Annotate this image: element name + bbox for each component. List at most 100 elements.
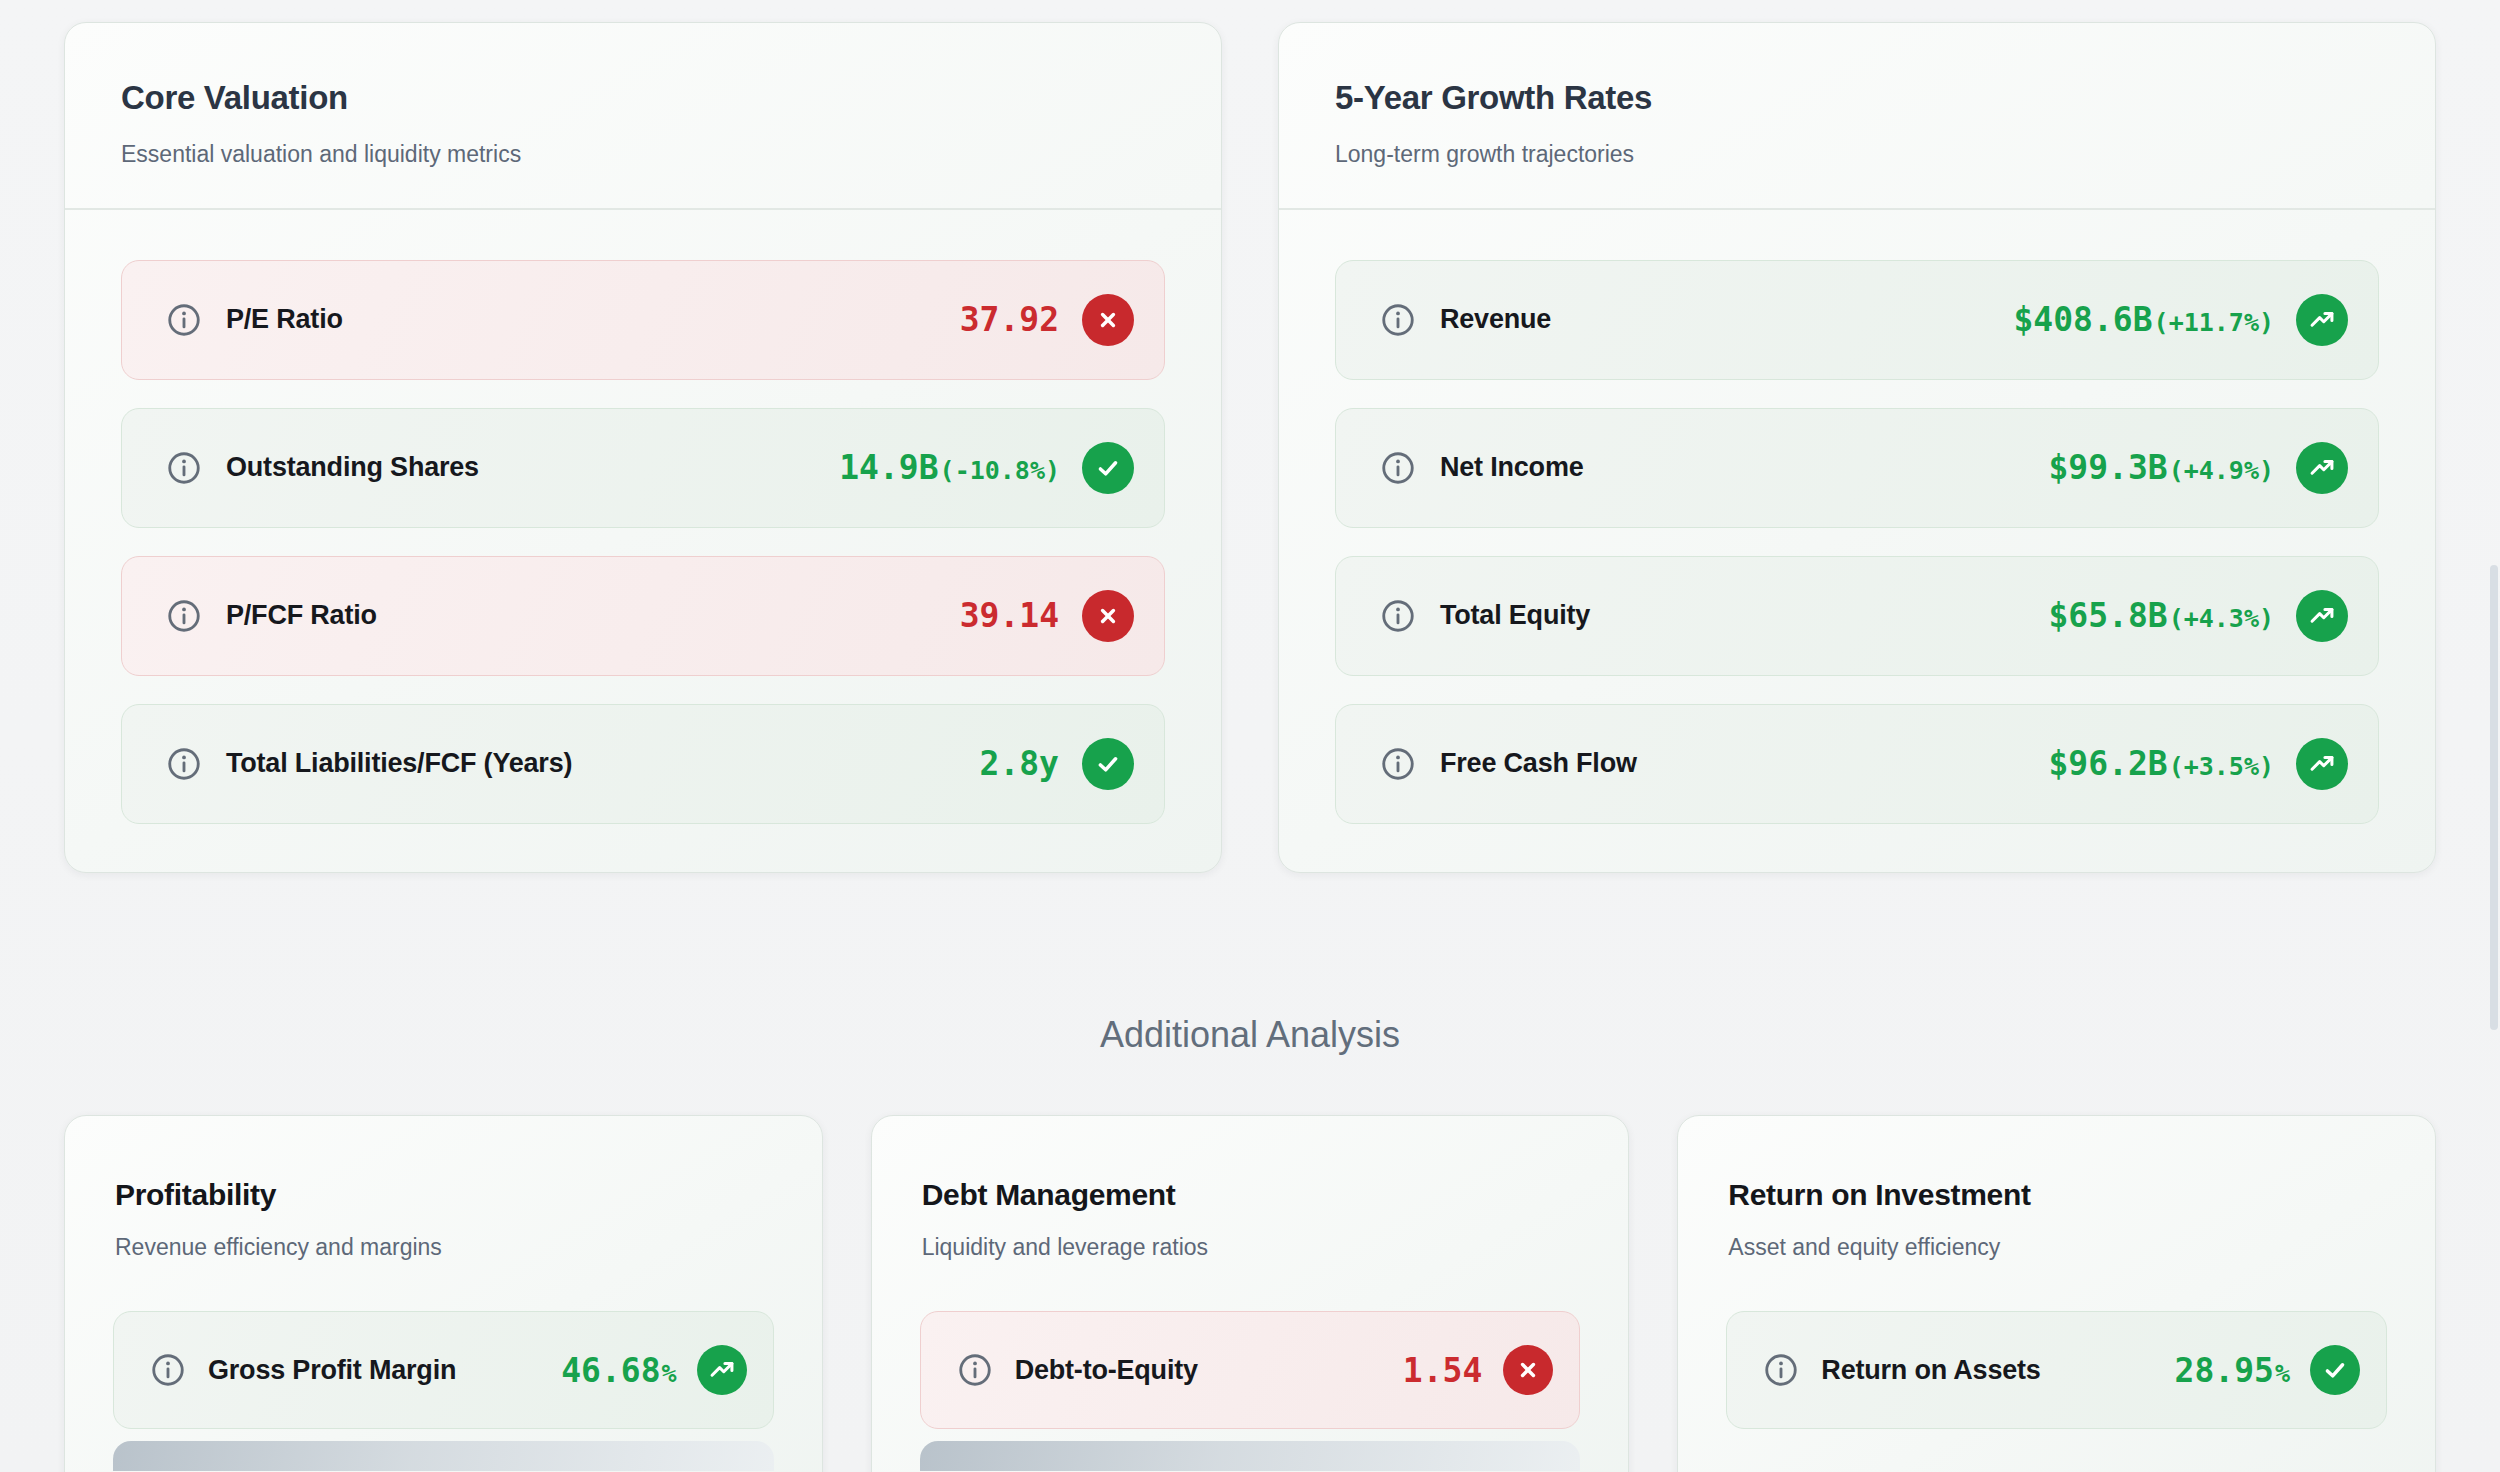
- status-badge: [2296, 738, 2348, 790]
- next-row-partial: [113, 1441, 774, 1471]
- card-title: Return on Investment: [1728, 1178, 2385, 1212]
- metric-label: Total Equity: [1440, 600, 1590, 631]
- status-badge: [1082, 442, 1134, 494]
- metric-label: Gross Profit Margin: [208, 1355, 456, 1386]
- metric-value: 46.68 %: [561, 1351, 676, 1390]
- metric-value: $65.8B (+4.3%): [2048, 596, 2274, 635]
- metric-value: 14.9B (-10.8%): [839, 448, 1060, 487]
- metric-label: Return on Assets: [1821, 1355, 2040, 1386]
- metric-row: P/E Ratio 37.92: [121, 260, 1165, 380]
- status-badge: [1082, 738, 1134, 790]
- card-title: Core Valuation: [121, 79, 1165, 117]
- check-icon: [2321, 1356, 2349, 1384]
- metric-value-sub: %: [2275, 1359, 2290, 1388]
- card-body: Return on Assets 28.95 %: [1678, 1261, 2435, 1429]
- metric-value-main: 28.95: [2175, 1351, 2274, 1390]
- card-profitability: Profitability Revenue efficiency and mar…: [64, 1115, 823, 1472]
- metric-value-sub: (+3.5%): [2169, 752, 2274, 781]
- info-icon[interactable]: [1380, 746, 1416, 782]
- info-icon[interactable]: [166, 450, 202, 486]
- card-subtitle: Essential valuation and liquidity metric…: [121, 141, 1165, 168]
- card-core-valuation: Core Valuation Essential valuation and l…: [64, 22, 1222, 873]
- card-header: Core Valuation Essential valuation and l…: [65, 23, 1221, 208]
- card-body: Debt-to-Equity 1.54: [872, 1261, 1629, 1471]
- metric-value: 39.14: [960, 596, 1060, 635]
- info-icon[interactable]: [166, 598, 202, 634]
- card-header: 5-Year Growth Rates Long-term growth tra…: [1279, 23, 2435, 208]
- x-icon: [1515, 1357, 1541, 1383]
- trend-up-icon: [2308, 602, 2336, 630]
- trend-up-icon: [2308, 750, 2336, 778]
- metric-value-main: 14.9B: [839, 448, 938, 487]
- metric-value: 2.8y: [980, 744, 1060, 783]
- card-growth-rates: 5-Year Growth Rates Long-term growth tra…: [1278, 22, 2436, 873]
- trend-up-icon: [2308, 454, 2336, 482]
- card-subtitle: Revenue efficiency and margins: [115, 1234, 772, 1261]
- info-icon[interactable]: [166, 746, 202, 782]
- metric-row: Outstanding Shares 14.9B (-10.8%): [121, 408, 1165, 528]
- check-icon: [1094, 750, 1122, 778]
- metric-label: Revenue: [1440, 304, 1551, 335]
- status-badge: [1082, 590, 1134, 642]
- x-icon: [1095, 307, 1121, 333]
- info-icon[interactable]: [1380, 302, 1416, 338]
- metric-label: Net Income: [1440, 452, 1584, 483]
- card-body: P/E Ratio 37.92 Outstandin: [65, 210, 1221, 874]
- card-subtitle: Liquidity and leverage ratios: [922, 1234, 1579, 1261]
- dashboard-page: Core Valuation Essential valuation and l…: [0, 0, 2500, 1472]
- metric-value-sub: (+11.7%): [2154, 308, 2274, 337]
- info-icon[interactable]: [1380, 598, 1416, 634]
- metric-row: Total Liabilities/FCF (Years) 2.8y: [121, 704, 1165, 824]
- metric-label: Free Cash Flow: [1440, 748, 1637, 779]
- metric-label: P/FCF Ratio: [226, 600, 377, 631]
- metric-value: 1.54: [1403, 1351, 1483, 1390]
- x-icon: [1095, 603, 1121, 629]
- card-title: 5-Year Growth Rates: [1335, 79, 2379, 117]
- trend-up-icon: [2308, 306, 2336, 334]
- card-subtitle: Long-term growth trajectories: [1335, 141, 2379, 168]
- info-icon[interactable]: [1763, 1352, 1799, 1388]
- metric-row: P/FCF Ratio 39.14: [121, 556, 1165, 676]
- card-body: Revenue $408.6B (+11.7%) Ne: [1279, 210, 2435, 874]
- metric-row: Free Cash Flow $96.2B (+3.5%): [1335, 704, 2379, 824]
- card-subtitle: Asset and equity efficiency: [1728, 1234, 2385, 1261]
- metric-row: Revenue $408.6B (+11.7%): [1335, 260, 2379, 380]
- next-row-partial: [920, 1441, 1581, 1471]
- info-icon[interactable]: [957, 1352, 993, 1388]
- card-header: Debt Management Liquidity and leverage r…: [872, 1116, 1629, 1261]
- metric-value: 37.92: [960, 300, 1060, 339]
- trend-up-icon: [708, 1356, 736, 1384]
- metric-value-main: 2.8y: [980, 744, 1059, 783]
- vertical-scrollbar-thumb[interactable]: [2490, 565, 2498, 1030]
- status-badge: [697, 1345, 747, 1395]
- card-header: Profitability Revenue efficiency and mar…: [65, 1116, 822, 1261]
- metric-value-main: 37.92: [960, 300, 1059, 339]
- card-title: Profitability: [115, 1178, 772, 1212]
- card-body: Gross Profit Margin 46.68 %: [65, 1261, 822, 1471]
- metric-value-main: $408.6B: [2014, 300, 2153, 339]
- section-heading: Additional Analysis: [64, 1013, 2436, 1057]
- metric-label: Total Liabilities/FCF (Years): [226, 748, 572, 779]
- info-icon[interactable]: [150, 1352, 186, 1388]
- status-badge: [2296, 294, 2348, 346]
- metric-value-sub: %: [662, 1359, 677, 1388]
- metric-value-main: 39.14: [960, 596, 1059, 635]
- status-badge: [2296, 590, 2348, 642]
- metric-value-main: 1.54: [1403, 1351, 1482, 1390]
- top-cards-grid: Core Valuation Essential valuation and l…: [64, 22, 2436, 873]
- metric-row: Gross Profit Margin 46.68 %: [113, 1311, 774, 1429]
- info-icon[interactable]: [1380, 450, 1416, 486]
- info-icon[interactable]: [166, 302, 202, 338]
- metric-label: Outstanding Shares: [226, 452, 479, 483]
- metric-value-sub: (+4.9%): [2169, 456, 2274, 485]
- metric-value-main: $96.2B: [2048, 744, 2167, 783]
- metric-value-main: 46.68: [561, 1351, 660, 1390]
- metric-row: Total Equity $65.8B (+4.3%): [1335, 556, 2379, 676]
- metric-row: Net Income $99.3B (+4.9%): [1335, 408, 2379, 528]
- metric-value: $408.6B (+11.7%): [2014, 300, 2275, 339]
- metric-value-sub: (+4.3%): [2169, 604, 2274, 633]
- bottom-cards-grid: Profitability Revenue efficiency and mar…: [64, 1115, 2436, 1472]
- metric-value-sub: (-10.8%): [940, 456, 1060, 485]
- metric-value: 28.95 %: [2175, 1351, 2290, 1390]
- status-badge: [1082, 294, 1134, 346]
